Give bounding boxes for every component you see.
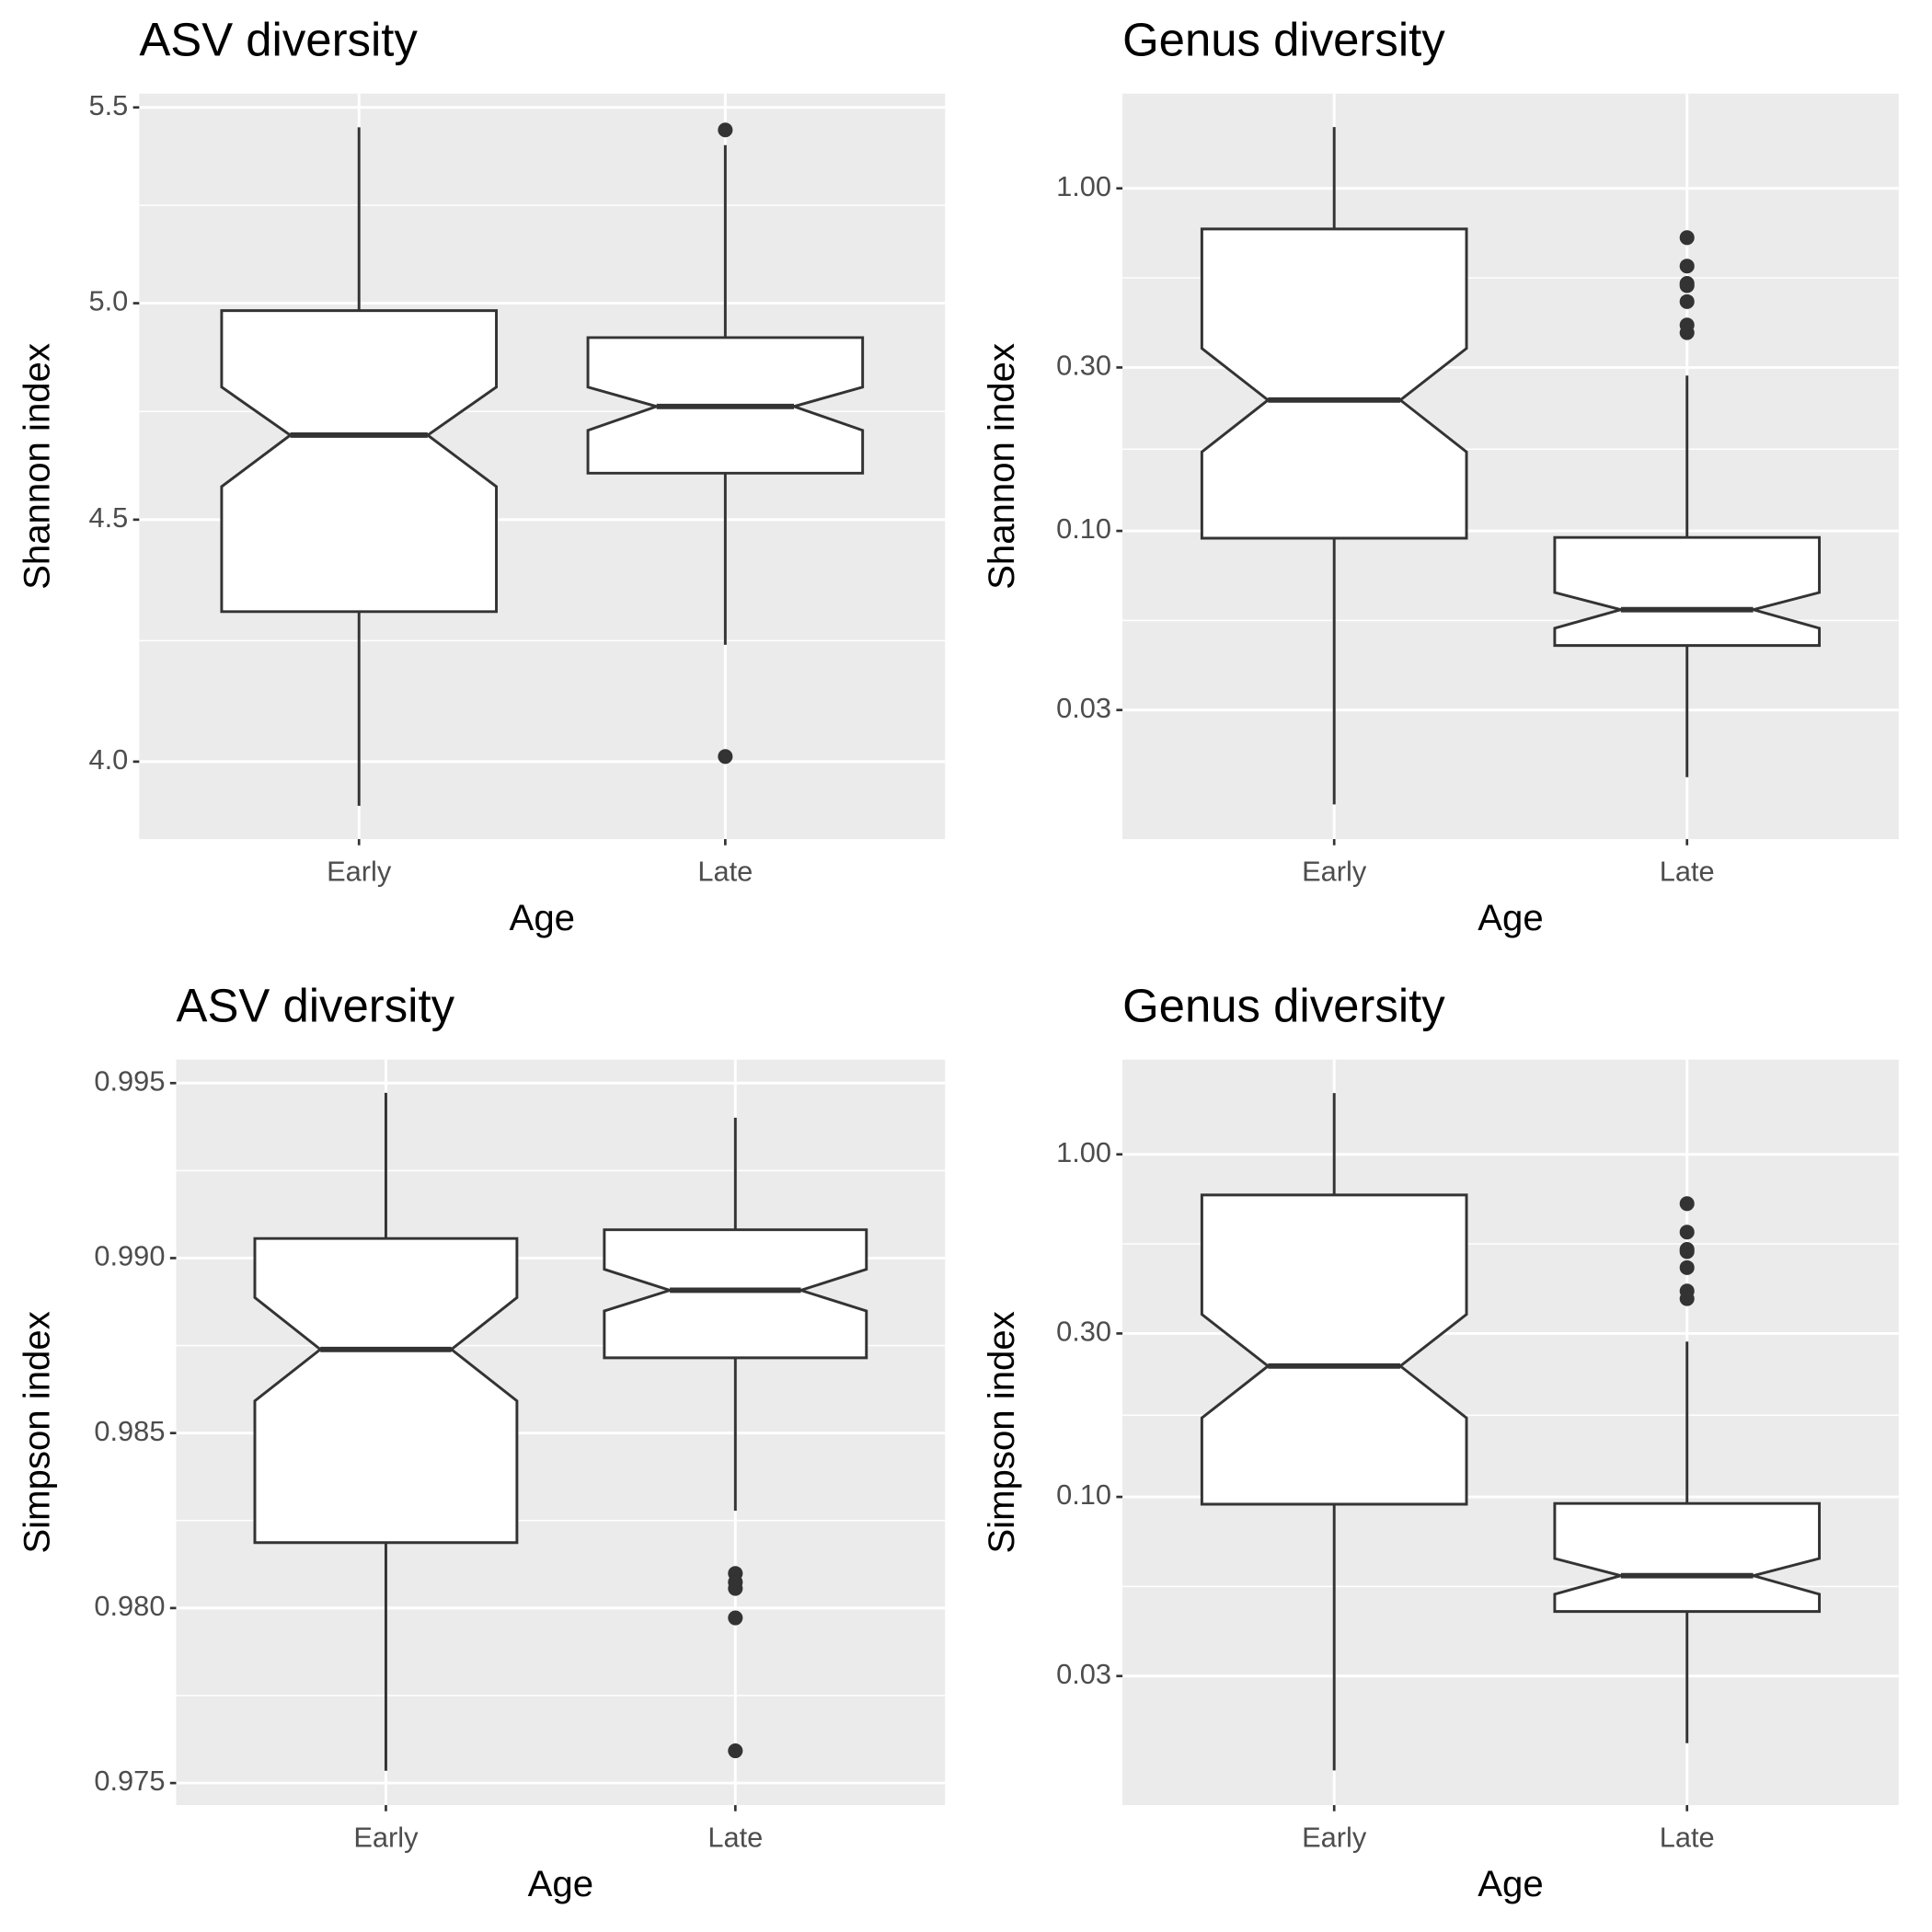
y-tick-label: 0.985: [94, 1415, 165, 1447]
notched-box: [1553, 1501, 1822, 1614]
x-tick-label: Late: [1660, 1822, 1715, 1854]
y-tick-label: 5.0: [88, 285, 128, 317]
y-tick-label: 0.990: [94, 1240, 165, 1272]
x-tick-label: Late: [697, 856, 753, 888]
chart-title: Genus diversity: [1122, 979, 1445, 1031]
y-tick-label: 0.10: [1056, 1478, 1111, 1511]
outlier: [728, 1610, 743, 1626]
x-axis-title: Age: [1478, 897, 1543, 938]
outlier: [1679, 278, 1695, 293]
outlier: [1679, 1259, 1695, 1275]
y-tick-label: 4.0: [88, 743, 128, 776]
outlier: [1679, 1291, 1695, 1306]
chart-title: Genus diversity: [1122, 13, 1445, 65]
outlier: [728, 1743, 743, 1759]
y-tick-label: 0.995: [94, 1064, 165, 1097]
outlier: [1679, 1244, 1695, 1259]
outlier: [1679, 293, 1695, 309]
outlier: [718, 122, 733, 138]
x-tick-label: Early: [327, 856, 392, 888]
y-tick-label: 0.30: [1056, 1316, 1111, 1348]
chart-title: ASV diversity: [139, 13, 418, 65]
y-tick-label: 0.975: [94, 1765, 165, 1797]
x-tick-label: Early: [1302, 1822, 1367, 1854]
y-tick-label: 1.00: [1056, 170, 1111, 202]
y-axis-title: Simpson index: [16, 1311, 57, 1553]
outlier: [1679, 1225, 1695, 1240]
notched-box: [1553, 535, 1822, 648]
outlier: [1679, 1196, 1695, 1212]
y-tick-label: 0.10: [1056, 512, 1111, 545]
outlier: [1679, 325, 1695, 340]
notched-box: [1200, 227, 1468, 540]
y-tick-label: 1.00: [1056, 1136, 1111, 1168]
y-axis-title: Shannon index: [16, 343, 57, 590]
y-axis-title: Simpson index: [981, 1311, 1022, 1553]
x-tick-label: Early: [353, 1822, 419, 1854]
y-tick-label: 0.980: [94, 1590, 165, 1622]
outlier: [718, 749, 733, 765]
outlier: [728, 1581, 743, 1596]
y-tick-label: 0.30: [1056, 350, 1111, 382]
x-axis-title: Age: [1478, 1863, 1543, 1904]
notched-box: [1200, 1193, 1468, 1506]
y-tick-label: 0.03: [1056, 692, 1111, 724]
x-tick-label: Late: [707, 1822, 763, 1854]
x-tick-label: Early: [1302, 856, 1367, 888]
x-axis-title: Age: [510, 897, 575, 938]
y-tick-label: 5.5: [88, 89, 128, 121]
y-axis-title: Shannon index: [981, 343, 1022, 590]
notched-box: [603, 1228, 868, 1360]
y-tick-label: 4.5: [88, 501, 128, 534]
outlier: [1679, 259, 1695, 274]
chart-title: ASV diversity: [177, 979, 455, 1031]
x-axis-title: Age: [528, 1863, 593, 1904]
outlier: [1679, 230, 1695, 246]
y-tick-label: 0.03: [1056, 1658, 1111, 1690]
x-tick-label: Late: [1660, 856, 1715, 888]
notched-box: [220, 309, 498, 614]
notched-box: [253, 1236, 519, 1545]
